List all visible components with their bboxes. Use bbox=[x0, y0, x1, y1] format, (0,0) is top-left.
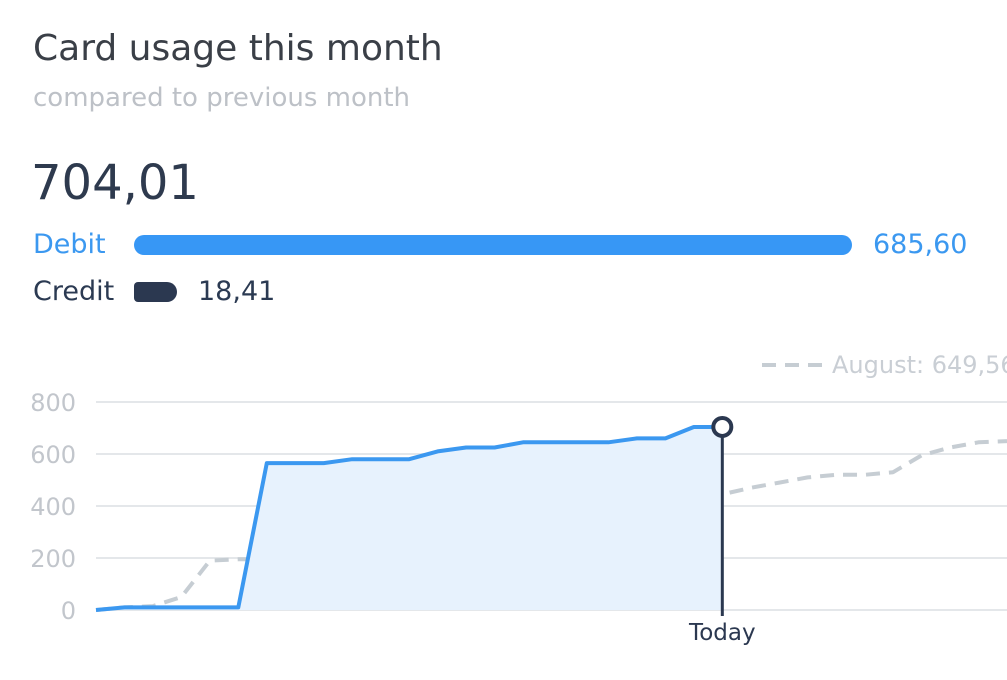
debit-label: Debit bbox=[33, 229, 106, 260]
page-subtitle: compared to previous month bbox=[33, 83, 411, 113]
current-series-area bbox=[96, 427, 723, 610]
today-point bbox=[711, 415, 734, 438]
current-series-line bbox=[95, 425, 723, 612]
debit-value: 685,60 bbox=[873, 229, 968, 260]
debit-bar bbox=[134, 235, 852, 255]
usage-chart: 800 600 400 200 0 August: 649,56 Today bbox=[30, 351, 1007, 646]
chart-y-tick-labels: 800 600 400 200 0 bbox=[30, 389, 76, 625]
current-series bbox=[95, 425, 723, 612]
credit-label: Credit bbox=[33, 276, 115, 307]
today-marker bbox=[711, 415, 734, 616]
legend-previous: August: 649,56 bbox=[762, 351, 1007, 379]
legend-previous-label: August: 649,56 bbox=[832, 351, 1007, 379]
y-tick-label: 0 bbox=[61, 597, 76, 625]
credit-bar bbox=[134, 282, 177, 302]
today-label: Today bbox=[688, 620, 756, 646]
y-tick-label: 400 bbox=[30, 493, 76, 521]
y-tick-label: 800 bbox=[30, 389, 76, 417]
y-tick-label: 200 bbox=[30, 545, 76, 573]
y-tick-label: 600 bbox=[30, 441, 76, 469]
page-title: Card usage this month bbox=[33, 28, 443, 69]
total-amount: 704,01 bbox=[31, 155, 199, 211]
credit-value: 18,41 bbox=[198, 276, 276, 307]
